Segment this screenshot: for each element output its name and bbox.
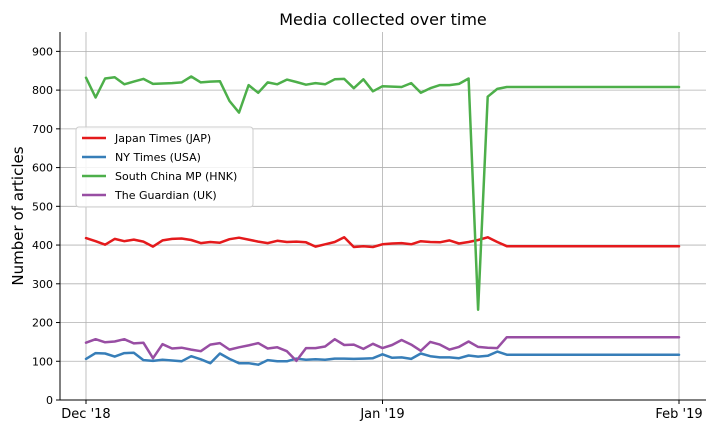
y-axis-label: Number of articles [9, 146, 27, 285]
y-tick-label: 700 [32, 123, 53, 136]
y-tick-label: 600 [32, 162, 53, 175]
series-layer [84, 75, 681, 366]
y-tick-label: 400 [32, 239, 53, 252]
y-tick-label: 0 [46, 394, 53, 407]
legend-box [75, 126, 254, 208]
legend-label-the-guardian-uk: The Guardian (UK) [114, 189, 217, 202]
x-tick-label: Dec '18 [61, 407, 110, 422]
chart-title: Media collected over time [279, 10, 487, 29]
x-tick-label: Feb '19 [655, 407, 702, 422]
series-line-ny-times-usa [84, 350, 681, 366]
y-tick-label: 300 [32, 278, 53, 291]
y-tick-label: 100 [32, 355, 53, 368]
x-tick-layer: Dec '18 Jan '19 Feb '19 [61, 400, 703, 422]
y-tick-label: 500 [32, 200, 53, 213]
series-line-japan-times-jap [84, 236, 681, 249]
legend-label-ny-times-usa: NY Times (USA) [115, 151, 201, 164]
series-line-the-guardian-uk [84, 335, 681, 363]
legend-label-south-china-mp-hnk: South China MP (HNK) [115, 170, 237, 183]
legend-label-japan-times-jap: Japan Times (JAP) [114, 132, 211, 145]
y-tick-label: 800 [32, 84, 53, 97]
x-tick-label: Jan '19 [359, 407, 404, 422]
series-line-south-china-mp-hnk [84, 75, 681, 311]
y-tick-label: 200 [32, 317, 53, 330]
y-tick-label: 900 [32, 45, 53, 58]
legend: Japan Times (JAP) NY Times (USA) South Chi… [75, 126, 254, 208]
y-tick-layer: 0 100 200 300 400 500 600 700 800 900 [32, 45, 60, 407]
